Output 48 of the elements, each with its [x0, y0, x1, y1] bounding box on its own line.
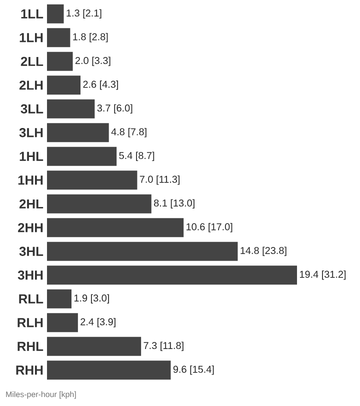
bar — [47, 123, 109, 142]
bar — [47, 218, 184, 238]
y-tick-label: 3HH — [18, 270, 43, 280]
data-label: 7.0 [11.3] — [140, 175, 180, 185]
data-label: 2.6 [4.3] — [83, 80, 118, 90]
bar — [47, 170, 138, 190]
data-label: 1.9 [3.0] — [74, 294, 109, 304]
y-tick-label: 1HH — [18, 176, 43, 185]
data-label: 3.7 [6.0] — [97, 104, 132, 114]
data-label: 5.4 [8.7] — [119, 152, 154, 162]
bar — [47, 360, 171, 380]
data-label: 9.6 [15.4] — [173, 365, 214, 375]
bar — [47, 4, 64, 24]
bar — [47, 266, 298, 285]
data-label: 2.4 [3.9] — [80, 318, 116, 328]
y-tick-label: 1HL — [20, 152, 44, 161]
y-tick-label: RLL — [19, 294, 44, 304]
bar — [47, 289, 72, 308]
data-label: 8.1 [13.0] — [154, 199, 194, 209]
y-tick-label: 1LH — [20, 33, 43, 42]
bar — [47, 76, 81, 95]
y-tick-label: 2LL — [20, 56, 44, 66]
y-tick-label: 3LL — [20, 104, 44, 114]
y-tick-label: 3LH — [19, 128, 43, 138]
bar — [47, 28, 70, 48]
y-tick-label: 2HL — [19, 199, 44, 208]
data-label: 1.3 [2.1] — [66, 9, 102, 19]
data-label: 19.4 [31.2] — [300, 270, 346, 280]
y-tick-label: RHH — [16, 366, 43, 375]
bar — [47, 146, 117, 166]
data-label: 2.0 [3.3] — [75, 56, 110, 66]
y-tick-label: RHL — [18, 342, 44, 351]
y-tick-label: RLH — [18, 318, 43, 328]
bar — [47, 242, 238, 261]
bar — [47, 99, 95, 118]
bar — [47, 313, 78, 332]
y-tick-label: 3HL — [19, 246, 44, 256]
bar — [47, 336, 142, 356]
data-label: 10.6 [17.0] — [186, 222, 232, 232]
y-tick-label: 1LL — [21, 9, 44, 18]
data-label: 4.8 [7.8] — [111, 128, 146, 138]
data-label: 1.8 [2.8] — [73, 32, 108, 42]
bar — [47, 194, 152, 214]
data-label: 14.8 [23.8] — [240, 246, 286, 256]
y-tick-label: 2LH — [19, 80, 43, 90]
bar — [47, 52, 73, 71]
y-tick-label: 2HH — [18, 223, 43, 232]
data-label: 7.3 [11.8] — [144, 342, 184, 352]
